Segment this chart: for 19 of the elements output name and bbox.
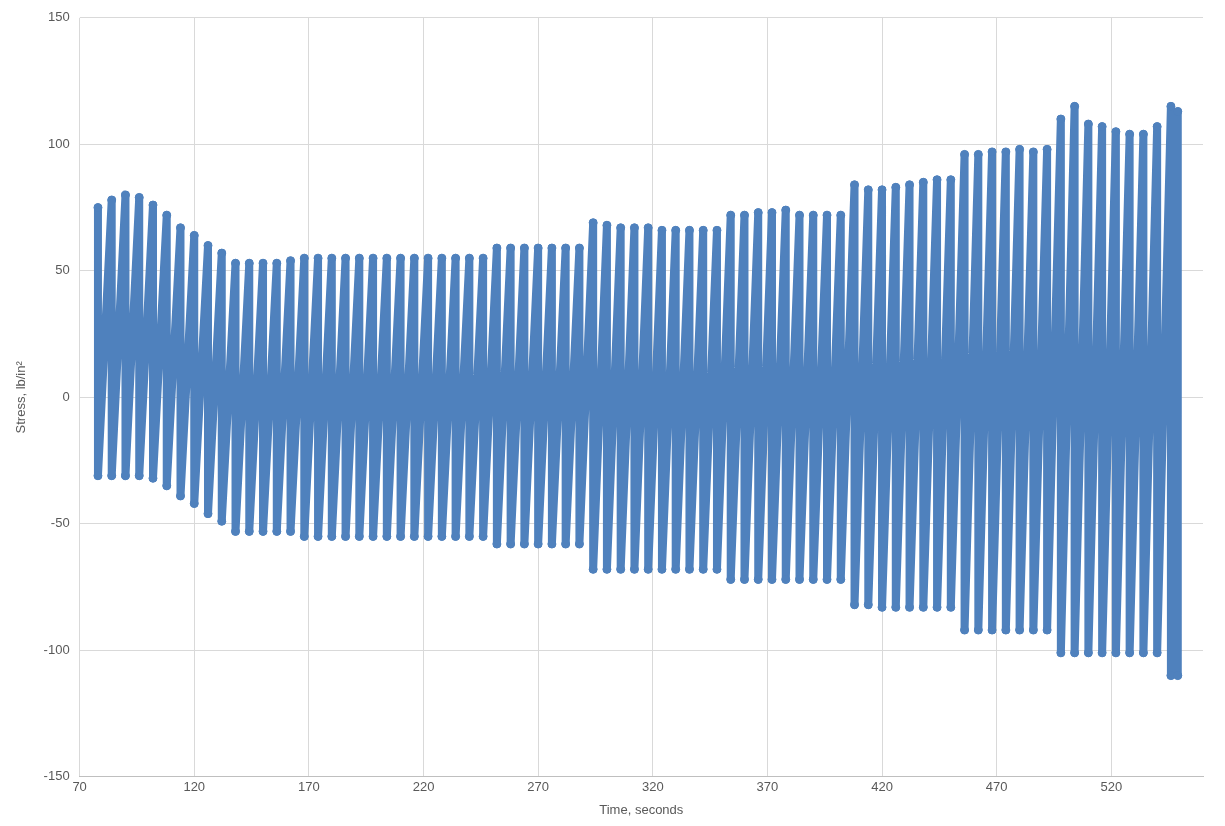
x-tick-label: 220 (412, 779, 435, 795)
x-tick-label: 420 (871, 779, 893, 795)
x-tick-label: 70 (72, 779, 87, 795)
y-tick-label: -100 (43, 641, 70, 657)
x-axis-title: Time, seconds (599, 801, 684, 817)
x-tick-label: 370 (756, 779, 779, 795)
x-tick-label: 170 (298, 779, 320, 795)
y-tick-label: -50 (50, 515, 70, 531)
y-tick-label: -150 (43, 768, 70, 784)
y-tick-label: 100 (47, 135, 70, 151)
y-tick-label: 50 (55, 262, 70, 278)
x-tick-label: 270 (527, 779, 549, 795)
x-tick-label: 470 (985, 779, 1008, 795)
x-tick-label: 520 (1100, 779, 1123, 795)
x-tick-label: 120 (183, 779, 206, 795)
y-axis-title: Stress, lb/in² (13, 360, 29, 434)
y-tick-label: 150 (47, 9, 70, 25)
x-tick-label: 320 (641, 779, 664, 795)
y-tick-label: 0 (62, 388, 70, 404)
